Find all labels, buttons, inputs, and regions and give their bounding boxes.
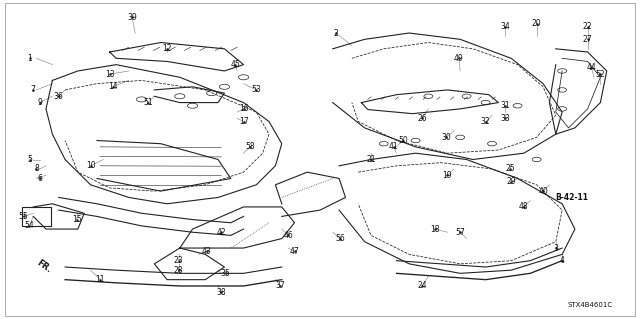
Text: 54: 54 — [24, 221, 35, 230]
Text: 42: 42 — [216, 228, 226, 237]
Text: STX4B4601C: STX4B4601C — [568, 302, 613, 308]
Text: 11: 11 — [95, 275, 105, 284]
Text: 15: 15 — [72, 215, 81, 224]
Text: 20: 20 — [532, 19, 541, 28]
Text: 52: 52 — [596, 70, 605, 78]
Text: 51: 51 — [143, 98, 153, 107]
Text: 46: 46 — [284, 231, 293, 240]
Text: 26: 26 — [417, 114, 427, 123]
Text: 8: 8 — [34, 165, 39, 174]
Text: 2: 2 — [333, 28, 339, 38]
Text: 12: 12 — [163, 44, 172, 53]
Text: 45: 45 — [230, 60, 240, 69]
Text: 49: 49 — [454, 54, 464, 63]
Text: 29: 29 — [506, 177, 516, 186]
Text: 16: 16 — [239, 104, 248, 113]
Text: 44: 44 — [587, 63, 596, 72]
Text: 3: 3 — [554, 243, 558, 253]
Text: 37: 37 — [276, 281, 285, 291]
Text: 55: 55 — [19, 212, 29, 221]
Text: 31: 31 — [500, 101, 509, 110]
Text: 6: 6 — [37, 174, 42, 183]
Text: 4: 4 — [560, 256, 564, 265]
Text: 13: 13 — [105, 70, 115, 78]
Text: 14: 14 — [108, 82, 118, 91]
Text: 24: 24 — [417, 281, 427, 291]
Text: 5: 5 — [28, 155, 33, 164]
Text: 28: 28 — [174, 266, 183, 275]
Text: 27: 27 — [583, 35, 593, 44]
Text: 36: 36 — [54, 92, 63, 101]
Text: 34: 34 — [500, 22, 509, 31]
Text: 18: 18 — [430, 225, 440, 234]
Text: 10: 10 — [86, 161, 95, 170]
Text: 23: 23 — [173, 256, 183, 265]
Text: 40: 40 — [538, 187, 548, 196]
Text: 56: 56 — [335, 234, 345, 243]
Text: 58: 58 — [245, 142, 255, 151]
Text: 32: 32 — [481, 117, 490, 126]
Text: 22: 22 — [583, 22, 593, 31]
Text: 57: 57 — [455, 228, 465, 237]
Text: 17: 17 — [239, 117, 248, 126]
Text: 21: 21 — [366, 155, 376, 164]
Text: 48: 48 — [519, 203, 529, 211]
Text: 53: 53 — [252, 85, 261, 94]
Text: 25: 25 — [505, 165, 515, 174]
Text: B-42-11: B-42-11 — [556, 193, 588, 202]
Text: 38: 38 — [216, 288, 226, 297]
Text: 7: 7 — [31, 85, 36, 94]
Text: 9: 9 — [37, 98, 42, 107]
Text: 39: 39 — [127, 13, 137, 22]
Text: 33: 33 — [500, 114, 509, 123]
Text: 50: 50 — [398, 136, 408, 145]
Text: 30: 30 — [442, 133, 451, 142]
Text: FR.: FR. — [35, 259, 53, 275]
Text: 43: 43 — [202, 247, 211, 256]
Text: 1: 1 — [28, 54, 33, 63]
Text: 41: 41 — [389, 142, 399, 151]
Text: 35: 35 — [221, 269, 230, 278]
Text: 47: 47 — [290, 247, 300, 256]
Text: 19: 19 — [443, 171, 452, 180]
